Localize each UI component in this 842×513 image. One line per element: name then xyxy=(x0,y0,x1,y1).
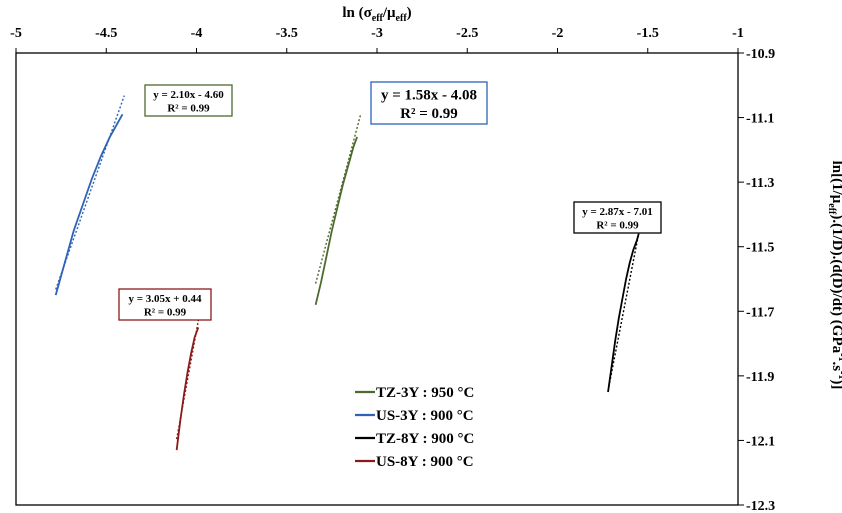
x-axis-title-sub1: eff xyxy=(372,13,384,24)
y-axis-title-sup2: -1 xyxy=(836,371,842,379)
y-tick-label: -12.3 xyxy=(746,499,775,513)
equation-text: y = 1.58x - 4.08 xyxy=(381,88,477,104)
x-tick-label: -4 xyxy=(191,26,203,41)
equation-box-tz-8y: y = 2.87x - 7.01 R² = 0.99 xyxy=(573,201,662,234)
x-axis-title: ln (σeff/μeff) xyxy=(342,5,411,24)
equation-box-border xyxy=(144,84,233,117)
series-layer xyxy=(54,95,642,451)
y-axis-title-sub1: eff xyxy=(826,203,837,215)
x-tick-label: -1 xyxy=(732,26,744,41)
equation-text: y = 3.05x + 0.44 xyxy=(128,293,202,305)
x-axis-title-base: ln (σ xyxy=(342,5,372,21)
equation-box-border xyxy=(370,81,488,125)
y-axis-title: ln[(1/μeff).(1/D).(d(D)/dt) (GPa-1.s-1)] xyxy=(826,161,842,390)
x-tick-label: -5 xyxy=(10,26,22,41)
legend-item-us-8y: US-8Y : 900 °C xyxy=(355,454,474,470)
r-squared-text: R² = 0.99 xyxy=(596,220,639,232)
legend-label: US-3Y : 900 °C xyxy=(376,408,474,424)
y-axis-title-part4: )] xyxy=(829,379,842,389)
x-axis-title-end: ) xyxy=(407,5,412,21)
x-axis-title-mid: /μ xyxy=(382,5,396,21)
series-line-us-3y xyxy=(54,113,124,296)
y-tick-label: -11.5 xyxy=(746,241,774,256)
trendline-tz-8y xyxy=(607,223,642,391)
x-axis: -5 -4.5 -4 -3.5 -3 -2.5 -2 -1.5 -1 xyxy=(10,26,744,53)
x-tick-label: -2 xyxy=(552,26,564,41)
r-squared-text: R² = 0.99 xyxy=(167,103,210,115)
x-tick-label: -3 xyxy=(371,26,383,41)
equation-box-tz-3y: y = 2.10x - 4.60 R² = 0.99 xyxy=(144,84,233,117)
y-tick-label: -11.9 xyxy=(746,370,774,385)
legend-label: TZ-3Y : 950 °C xyxy=(376,385,474,401)
series-line-tz-8y xyxy=(607,233,640,393)
equation-text: y = 2.87x - 7.01 xyxy=(582,206,652,218)
y-tick-label: -11.7 xyxy=(746,305,774,320)
y-axis-title-part1: ln[(1/μ xyxy=(829,161,842,204)
equation-text: y = 2.10x - 4.60 xyxy=(153,89,224,101)
x-axis-title-sub2: eff xyxy=(396,13,408,24)
equation-box-us-3y: y = 1.58x - 4.08 R² = 0.99 xyxy=(370,81,488,125)
legend-item-us-3y: US-3Y : 900 °C xyxy=(355,408,474,424)
series-line-us-8y xyxy=(175,327,200,451)
equation-box-border xyxy=(573,201,662,234)
x-tick-label: -2.5 xyxy=(456,26,478,41)
r-squared-text: R² = 0.99 xyxy=(400,106,458,122)
y-axis-title-sup1: -1 xyxy=(836,353,842,361)
trendline-us-8y xyxy=(175,310,201,440)
legend-label: US-8Y : 900 °C xyxy=(376,454,474,470)
x-tick-label: -1.5 xyxy=(637,26,659,41)
x-tick-label: -3.5 xyxy=(276,26,298,41)
y-tick-label: -12.1 xyxy=(746,434,775,449)
y-tick-label: -11.1 xyxy=(746,112,774,127)
y-axis-title-part3: .s xyxy=(829,361,842,371)
r-squared-text: R² = 0.99 xyxy=(144,307,187,319)
legend: TZ-3Y : 950 °C US-3Y : 900 °C TZ-8Y : 900 … xyxy=(355,385,474,470)
y-tick-label: -11.3 xyxy=(746,176,774,191)
y-axis-title-part2: ).(1/D).(d(D)/dt) (GPa xyxy=(829,214,842,353)
legend-item-tz-3y: TZ-3Y : 950 °C xyxy=(355,385,474,401)
trendline-tz-3y xyxy=(314,113,362,284)
legend-item-tz-8y: TZ-8Y : 900 °C xyxy=(355,431,474,447)
x-tick-label: -4.5 xyxy=(95,26,117,41)
series-line-tz-3y xyxy=(314,136,358,306)
equation-box-border xyxy=(118,288,212,321)
y-tick-label: -10.9 xyxy=(746,47,775,62)
y-axis: -10.9 -11.1 -11.3 -11.5 -11.7 -11.9 -12.1 -12.3 xyxy=(738,47,775,513)
legend-label: TZ-8Y : 900 °C xyxy=(376,431,474,447)
equation-box-us-8y: y = 3.05x + 0.44 R² = 0.99 xyxy=(118,288,212,321)
